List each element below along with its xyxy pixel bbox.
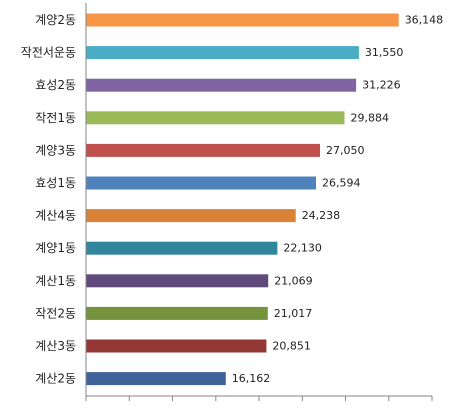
value-label: 16,162	[232, 372, 270, 385]
bar	[86, 339, 267, 353]
category-label: 계산3동	[35, 339, 76, 353]
value-label: 21,069	[274, 274, 313, 287]
category-label: 효성2동	[35, 78, 76, 92]
category-label: 작전2동	[35, 306, 76, 320]
bar	[86, 176, 316, 190]
value-label: 26,594	[322, 177, 361, 190]
category-label: 작전1동	[35, 111, 76, 125]
bar	[86, 241, 278, 255]
value-label: 24,238	[302, 209, 341, 222]
value-label: 27,050	[326, 144, 365, 157]
value-label: 36,148	[405, 14, 444, 27]
category-label: 효성1동	[35, 176, 76, 190]
value-label: 31,226	[362, 79, 401, 92]
category-label: 계양2동	[35, 13, 76, 27]
value-label: 21,017	[274, 307, 313, 320]
category-label: 계산2동	[35, 372, 76, 386]
value-label: 29,884	[351, 111, 390, 124]
bar	[86, 274, 269, 288]
category-label: 계양3동	[35, 143, 76, 157]
value-label: 22,130	[283, 242, 322, 255]
bar	[86, 372, 226, 386]
bar	[86, 46, 359, 60]
bar	[86, 306, 268, 320]
x-axis	[85, 3, 433, 401]
bars-layer: 계양2동 36,148 작전서운동 31,550 효성2동 31,226 작전1동 29,88…	[21, 13, 443, 386]
bar	[86, 111, 345, 125]
bar	[86, 209, 296, 223]
bar	[86, 143, 320, 157]
value-label: 20,851	[272, 340, 311, 353]
category-label: 계산1동	[35, 274, 76, 288]
category-label: 계양1동	[35, 241, 76, 255]
value-label: 31,550	[365, 46, 404, 59]
category-label: 계산4동	[35, 209, 76, 223]
category-label: 작전서운동	[21, 46, 76, 60]
bar	[86, 78, 357, 92]
bar	[86, 13, 399, 27]
